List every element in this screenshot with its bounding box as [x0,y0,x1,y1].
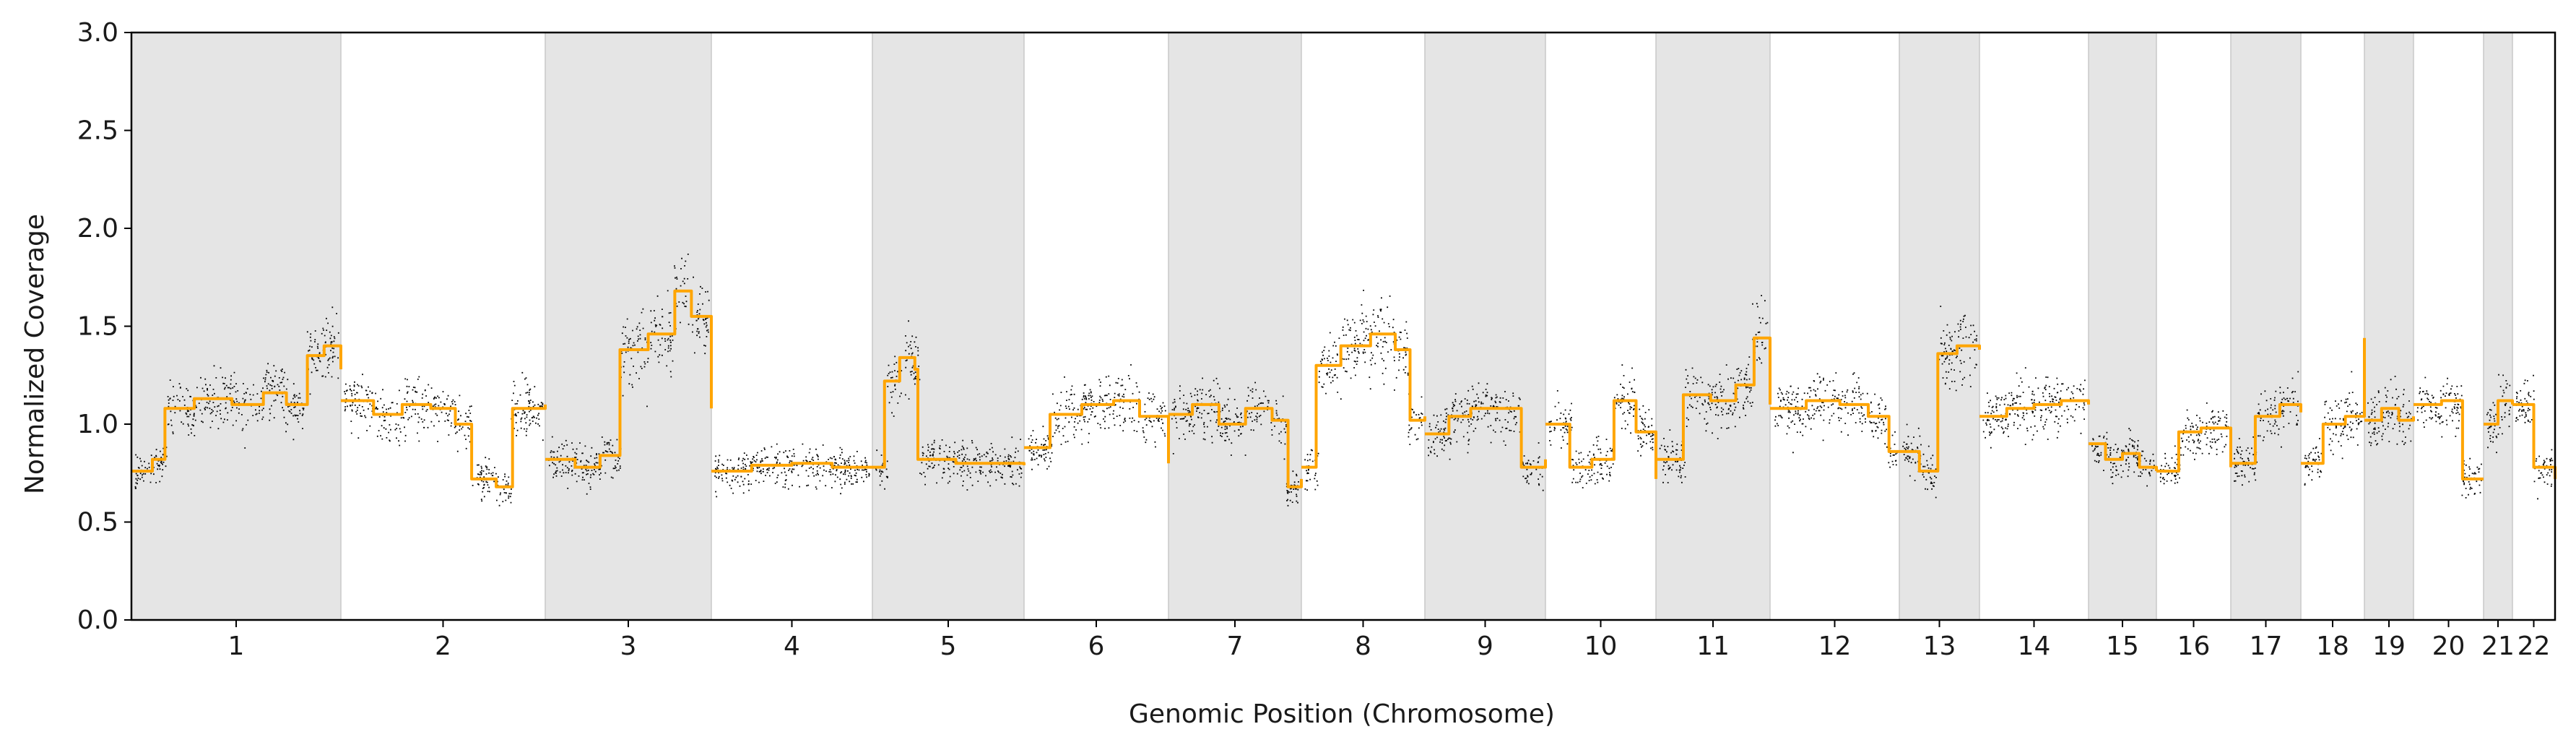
plot-frame [130,31,2557,621]
chromosome-9-segment [1425,407,1547,469]
chromosome-band [872,32,1025,621]
x-tick-label: 11 [1696,632,1730,661]
chromosome-4-points [714,443,870,498]
x-tick-label: 6 [1088,632,1105,661]
chromosome-10-points [1548,364,1655,488]
chromosome-16-segment [2156,426,2232,473]
chromosome-1-points [134,306,339,489]
chromosome-band [2088,32,2157,621]
chromosome-17-segment [2231,402,2302,465]
chromosome-band [2364,32,2414,621]
x-tick-label: 21 [2481,632,2515,661]
chromosome-band [2230,32,2302,621]
chromosome-22-segment [2512,402,2557,479]
x-tick-label: 17 [2250,632,2283,661]
chromosome-14-segment [1979,399,2090,418]
y-tick-label: 1.0 [77,410,118,439]
y-tick-label: 2.0 [77,214,118,243]
y-tick-label: 0.5 [77,508,118,538]
chromosome-4-segment [711,462,872,473]
x-tick-label: 4 [784,632,800,661]
x-axis-title: Genomic Position (Chromosome) [1129,699,1555,729]
chromosome-15-segment [2089,442,2158,471]
x-tick-label: 3 [620,632,637,661]
y-tick-label: 3.0 [77,18,118,48]
x-tick-label: 19 [2372,632,2406,661]
chromosome-8-segment [1301,332,1426,469]
coverage-points [134,254,2554,507]
chromosome-11-segment [1656,336,1771,461]
chromosome-18-segment [2301,337,2366,465]
chromosome-21-segment [2484,399,2514,426]
axes: 1 2 3 4 5 6 7 8 9 10 11 12 13 14 15 16 17 18 19 20 21 220.00.… [77,18,2557,661]
x-tick-label: 15 [2106,632,2139,661]
x-tick-label: 20 [2432,632,2466,661]
chromosome-6-segment [1024,399,1170,464]
chromosome-18-points [2304,371,2363,486]
y-tick-label: 0.0 [77,605,118,635]
chromosome-19-points [2367,376,2412,447]
chromosome-band [545,32,712,621]
chromosome-band [131,32,342,621]
segment-lines [131,289,2557,488]
chromosome-12-points [1774,372,1898,468]
axis-labels: Genomic Position (Chromosome) Normalized… [20,214,1555,729]
chromosome-20-segment [2414,399,2484,480]
chromosome-7-segment [1168,402,1303,488]
chromosome-10-segment [1545,399,1657,479]
chromosome-bands [131,32,2513,621]
chromosome-3-points [548,254,710,495]
x-tick-label: 22 [2518,632,2551,661]
x-tick-label: 9 [1477,632,1493,661]
x-tick-label: 14 [2018,632,2051,661]
y-axis-title: Normalized Coverage [20,214,50,494]
y-tick-label: 2.5 [77,116,118,146]
chromosome-2-segment [341,399,547,488]
x-tick-label: 12 [1818,632,1852,661]
chromosome-16-points [2159,402,2229,485]
chromosome-band [1655,32,1771,621]
x-tick-label: 13 [1923,632,1956,661]
chromosome-band [1424,32,1546,621]
chromosome-12-segment [1770,399,1899,453]
chromosome-17-points [2234,371,2299,486]
x-tick-label: 8 [1355,632,1371,661]
chromosome-band [1168,32,1302,621]
chromosome-1-segment [131,344,342,473]
x-tick-label: 2 [435,632,451,661]
chromosome-8-points [1304,290,1423,491]
chromosome-band [1899,32,1980,621]
chromosome-19-segment [2364,407,2415,422]
x-tick-label: 5 [940,632,957,661]
x-tick-label: 16 [2177,632,2211,661]
y-tick-label: 1.5 [77,312,118,342]
x-tick-label: 18 [2316,632,2349,661]
chromosome-3-segment [545,289,713,469]
chromosome-22-points [2515,374,2554,500]
x-tick-label: 7 [1227,632,1244,661]
chromosome-13-segment [1899,344,1981,473]
chromosome-5-segment [872,355,1025,469]
x-tick-label: 10 [1584,632,1618,661]
x-tick-label: 1 [228,632,245,661]
chromosome-band [2483,32,2513,621]
